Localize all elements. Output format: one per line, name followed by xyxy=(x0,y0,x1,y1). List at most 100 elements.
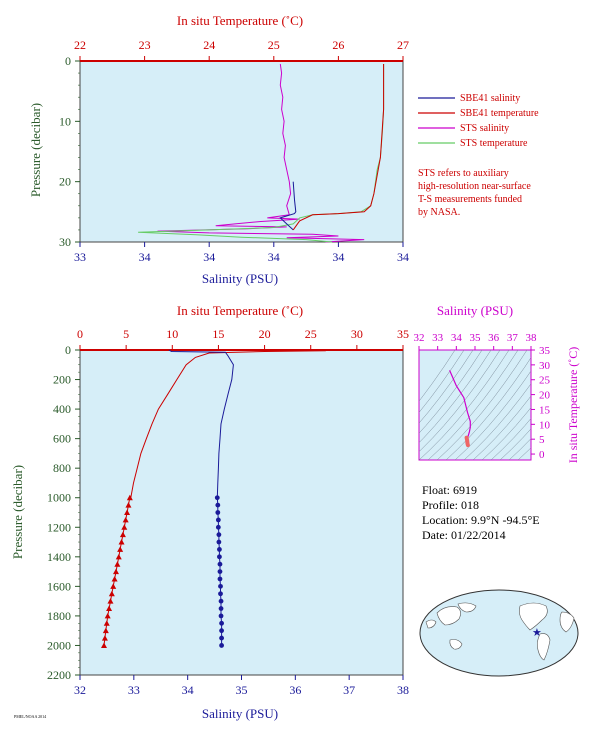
top-sal-tick-label: 34 xyxy=(332,250,344,264)
salinity-marker xyxy=(218,598,224,604)
bottom-pressure-axis-label: Pressure (decibar) xyxy=(10,465,25,559)
top-temp-tick-label: 24 xyxy=(203,38,215,52)
bottom-sal-tick-label: 38 xyxy=(397,683,409,697)
bottom-temp-tick-label: 5 xyxy=(123,327,129,341)
temperature-marker xyxy=(121,524,128,530)
bottom-salinity-ticks: 32 33 34 35 36 37 38 xyxy=(74,675,409,697)
legend-label-sbe41-temperature: SBE41 temperature xyxy=(460,108,539,119)
bottom-temp-tick-label: 30 xyxy=(351,327,363,341)
ts-isopycnal xyxy=(419,350,474,424)
temperature-marker xyxy=(118,539,125,545)
salinity-marker xyxy=(216,532,222,538)
bottom-sal-tick-label: 35 xyxy=(236,683,248,697)
map-ocean xyxy=(419,589,579,677)
top-sal-tick-label: 34 xyxy=(268,250,280,264)
temperature-marker xyxy=(102,627,109,634)
bottom-pressure-tick-label: 1000 xyxy=(47,491,71,505)
ts-sal-tick-label: 32 xyxy=(414,332,425,344)
ts-isopycnal xyxy=(436,350,528,460)
ts-isopycnal xyxy=(419,350,492,444)
top-temp-tick-label: 23 xyxy=(139,38,151,52)
land-north-america xyxy=(519,602,548,631)
bottom-pressure-tick-label: 0 xyxy=(65,343,71,357)
ts-diagram: Salinity (PSU) 32 33 34 35 36 37 38 0 5 10 15 20 25… xyxy=(414,303,581,464)
note-line-1: STS refers to auxiliary xyxy=(418,168,509,179)
bottom-temp-axis-label: In situ Temperature (˚C) xyxy=(177,303,303,318)
top-temp-tick-label: 27 xyxy=(397,38,409,52)
bottom-sal-tick-label: 36 xyxy=(289,683,301,697)
temperature-marker xyxy=(107,598,114,604)
note-line-4: by NASA. xyxy=(418,207,460,218)
bottom-temp-tick-label: 35 xyxy=(397,327,409,341)
ts-temp-tick-label: 25 xyxy=(539,375,551,387)
top-series-sbe41-temperature xyxy=(292,64,385,231)
bottom-series xyxy=(80,349,403,648)
ts-temp-tick-label: 0 xyxy=(539,449,545,461)
salinity-marker xyxy=(216,539,222,545)
ts-isopycnals xyxy=(419,350,531,460)
bottom-panel: In situ Temperature (˚C) 0 5 10 15 20 25 30 35 … xyxy=(10,303,409,721)
land-australia xyxy=(449,639,463,650)
top-plot-area xyxy=(79,60,404,243)
top-pressure-axis-label: Pressure (decibar) xyxy=(28,103,43,197)
temperature-marker xyxy=(103,620,110,626)
ts-temp-tick-label: 35 xyxy=(539,345,551,357)
salinity-marker xyxy=(217,576,223,582)
bottom-temp-ticks: 0 5 10 15 20 25 30 35 xyxy=(77,327,409,350)
salinity-marker xyxy=(215,524,221,530)
bottom-pressure-tick-label: 2200 xyxy=(47,668,71,682)
salinity-marker xyxy=(218,606,224,611)
ts-temp-tick-label: 30 xyxy=(539,360,551,372)
salinity-marker xyxy=(215,502,221,508)
float-location-marker: ★ xyxy=(532,627,542,639)
ts-salinity-axis-label: Salinity (PSU) xyxy=(437,303,513,318)
top-temp-tick-label: 26 xyxy=(332,38,344,52)
ts-isopycnal xyxy=(472,395,531,460)
salinity-marker xyxy=(215,517,221,523)
note-line-3: T-S measurements funded xyxy=(418,194,522,205)
ts-temp-axis-label: In situ Temperature (˚C) xyxy=(566,347,580,464)
ts-series-t-s-deep xyxy=(464,435,470,448)
land-siberia xyxy=(457,602,477,613)
ts-temp-tick-label: 5 xyxy=(539,434,545,446)
top-panel: In situ Temperature (˚C) 22 23 24 25 26 27 0 1… xyxy=(28,13,409,286)
bottom-sal-tick-label: 33 xyxy=(128,683,140,697)
bottom-temp-tick-label: 15 xyxy=(212,327,224,341)
salinity-marker xyxy=(218,613,224,619)
world-map: ★ xyxy=(419,589,579,677)
bottom-temp-tick-label: 0 xyxy=(77,327,83,341)
top-temp-tick-label: 25 xyxy=(268,38,280,52)
note-line-2: high-resolution near-surface xyxy=(418,181,531,192)
top-pressure-tick-label: 0 xyxy=(65,54,71,68)
top-sal-tick-label: 33 xyxy=(74,250,86,264)
float-info: Float: 6919 Profile: 018 Location: 9.9°N… xyxy=(422,483,540,542)
temperature-marker xyxy=(104,612,111,619)
salinity-marker xyxy=(217,554,222,560)
profile-number: Profile: 018 xyxy=(422,498,479,512)
temperature-marker xyxy=(110,583,117,589)
top-temp-axis-label: In situ Temperature (˚C) xyxy=(177,13,303,28)
bottom-pressure-tick-label: 400 xyxy=(53,402,71,416)
bottom-sal-tick-label: 37 xyxy=(343,683,355,697)
legend-label-sts-salinity: STS salinity xyxy=(460,123,509,134)
temperature-marker xyxy=(100,642,107,648)
bottom-series-salinity xyxy=(168,349,234,646)
location: Location: 9.9°N -94.5°E xyxy=(422,513,540,527)
ts-plot-area xyxy=(418,349,532,461)
temperature-marker xyxy=(122,516,129,523)
top-series xyxy=(80,60,403,243)
top-pressure-tick-label: 30 xyxy=(59,235,71,249)
ts-isopycnal xyxy=(517,447,531,460)
temperature-marker xyxy=(125,502,132,508)
top-salinity-ticks: 33 34 34 34 34 34 xyxy=(74,242,409,264)
temperature-marker xyxy=(106,605,113,612)
ts-sal-tick-label: 34 xyxy=(451,332,463,344)
ts-isopycnal xyxy=(463,383,531,460)
ts-sal-tick-label: 36 xyxy=(488,332,500,344)
top-series-sts-salinity xyxy=(157,63,365,243)
ts-isopycnal xyxy=(481,407,531,460)
top-sal-tick-label: 34 xyxy=(397,250,409,264)
bottom-pressure-tick-label: 600 xyxy=(53,432,71,446)
land-europe-africa xyxy=(559,611,575,633)
